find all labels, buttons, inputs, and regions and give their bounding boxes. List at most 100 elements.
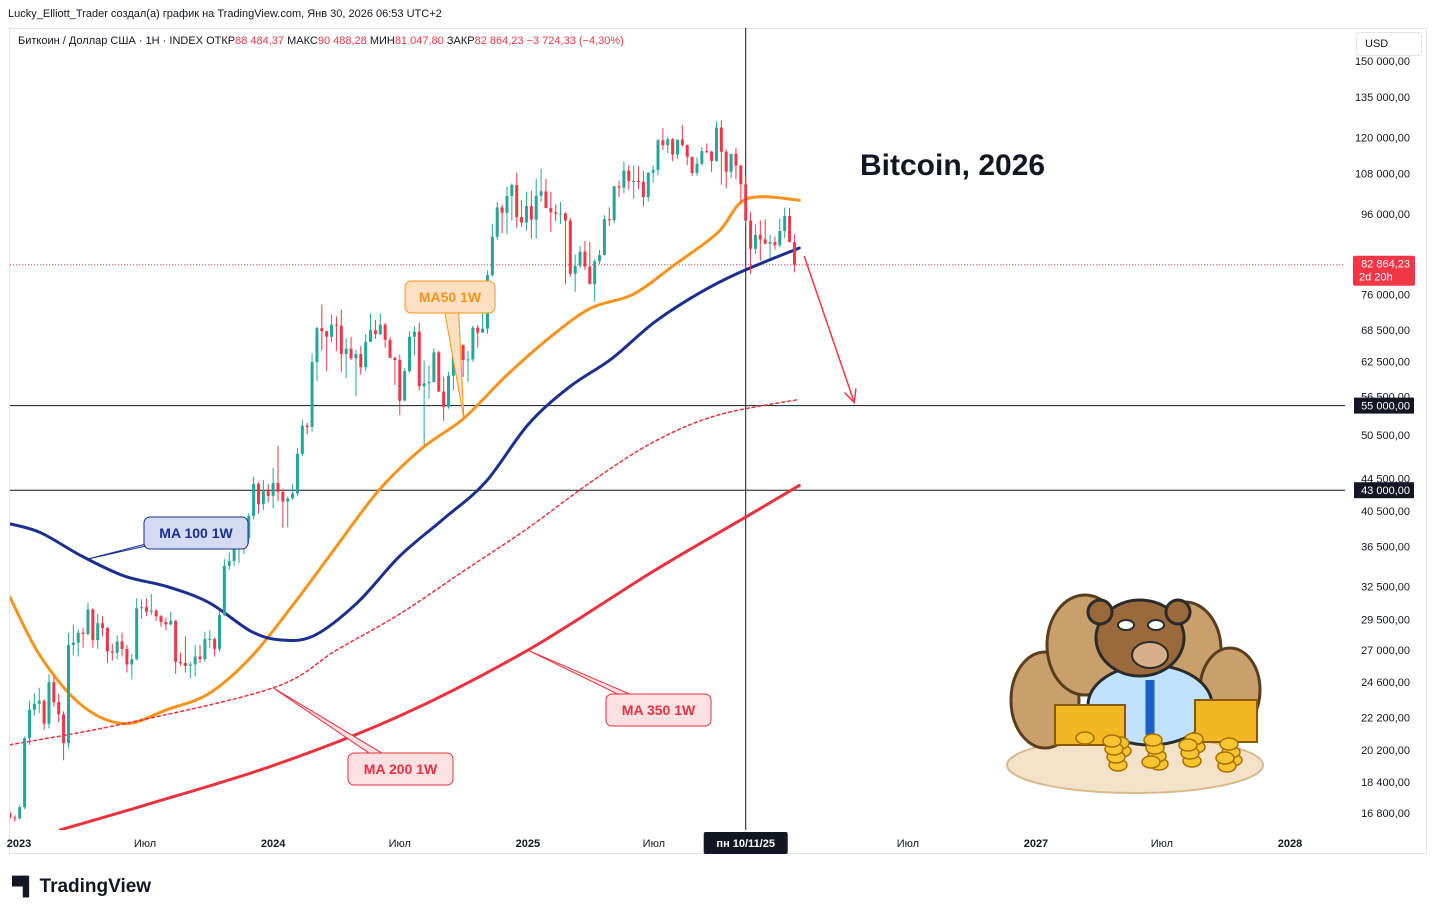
time-axis-tick-label: 2025	[516, 838, 540, 850]
price-axis-tick-label: 135 000,00	[1355, 92, 1410, 104]
bear-ear	[1086, 598, 1114, 626]
candle-body	[325, 331, 329, 337]
ma200-callout: MA 200 1W	[272, 687, 454, 786]
candle	[417, 322, 421, 391]
candle-body	[295, 453, 299, 494]
currency-selector[interactable]: USD	[1356, 32, 1422, 56]
price-axis-tick-label: 40 500,00	[1361, 506, 1410, 518]
candle-body	[710, 151, 714, 161]
candle	[10, 811, 12, 820]
gold-coin	[1102, 734, 1122, 748]
price-axis-tick-label: 50 500,00	[1361, 430, 1410, 442]
candle	[593, 258, 597, 302]
candle	[325, 330, 329, 372]
gold-coin	[1075, 731, 1095, 745]
candle	[13, 815, 17, 822]
candle-body	[583, 251, 587, 267]
candle-body	[534, 195, 538, 220]
candle-body	[247, 515, 251, 539]
candle	[534, 178, 538, 239]
candle	[646, 172, 650, 202]
price-axis-tick-label: 16 800,00	[1361, 808, 1410, 820]
candle	[432, 348, 436, 383]
candle-body	[96, 623, 100, 641]
candle-body	[52, 682, 56, 703]
candle	[695, 157, 699, 176]
candle	[705, 143, 709, 153]
candle	[627, 165, 631, 190]
gold-coin	[1215, 751, 1235, 765]
candle-body	[276, 483, 280, 492]
level-tag	[1354, 482, 1414, 499]
tradingview-logo: ▀▌ TradingView	[12, 876, 151, 898]
ma100-callout: MA 100 1W	[87, 516, 249, 560]
close-value: 82 864,23	[474, 35, 524, 47]
candle-body	[422, 383, 426, 387]
candle	[164, 617, 168, 631]
candle	[315, 326, 319, 381]
price-axis-tick-label: 24 600,00	[1361, 677, 1410, 689]
candle	[266, 483, 270, 503]
gold-coin	[1141, 755, 1161, 769]
candle-body	[753, 234, 757, 249]
candle-body	[641, 181, 645, 198]
price-axis: 150 000,00 135 000,00 120 000,00 108 000,00…	[1353, 56, 1415, 820]
candle	[105, 626, 109, 664]
ma50-callout-pointer	[441, 296, 465, 419]
candle	[427, 365, 431, 399]
candle	[714, 121, 718, 162]
candle-body	[739, 165, 743, 185]
candle	[578, 246, 582, 269]
candle-body	[286, 498, 290, 502]
candle	[101, 616, 105, 637]
candle-body	[10, 813, 12, 818]
candle	[96, 613, 100, 649]
candle	[364, 334, 368, 372]
symbol-name[interactable]: Биткоин / Доллар США · 1Н · INDEX	[18, 35, 204, 47]
candle	[76, 629, 80, 657]
candle-body	[130, 659, 134, 665]
candle	[632, 165, 636, 199]
candle	[661, 128, 665, 150]
candle	[213, 637, 217, 657]
candle-body	[71, 642, 75, 646]
candle	[388, 337, 392, 358]
candle	[700, 147, 704, 166]
candle	[749, 212, 753, 275]
candle-body	[695, 163, 699, 174]
candle	[393, 356, 397, 385]
candle	[193, 645, 197, 677]
candle	[641, 170, 645, 207]
candle-body	[115, 641, 119, 653]
low-value: 81 047,80	[394, 35, 444, 47]
candle	[637, 166, 641, 189]
candle-body	[637, 181, 641, 183]
candle-body	[310, 362, 314, 427]
candle	[334, 316, 338, 351]
candle	[115, 635, 119, 660]
candle-body	[183, 663, 187, 666]
candle-body	[13, 817, 17, 819]
candle	[524, 191, 528, 231]
crosshair-date-label: пн 10/11/25	[716, 838, 775, 850]
candle	[149, 593, 153, 616]
time-axis-tick-label: Июл	[1151, 838, 1173, 850]
candle	[276, 446, 280, 501]
candle	[339, 309, 343, 372]
candle-body	[62, 714, 66, 744]
time-axis-tick-label: 2027	[1024, 838, 1048, 850]
candle	[783, 207, 787, 239]
candle	[447, 371, 451, 409]
candle	[261, 479, 265, 510]
open-value: 88 484,37	[235, 35, 285, 47]
candle-body	[227, 560, 231, 566]
candle-body	[554, 212, 558, 214]
candle	[792, 234, 796, 273]
candle	[510, 183, 514, 221]
candle-body	[412, 331, 416, 337]
candle	[120, 632, 124, 657]
candle-body	[427, 382, 431, 384]
candle-body	[651, 169, 655, 173]
candle-body	[685, 144, 689, 157]
